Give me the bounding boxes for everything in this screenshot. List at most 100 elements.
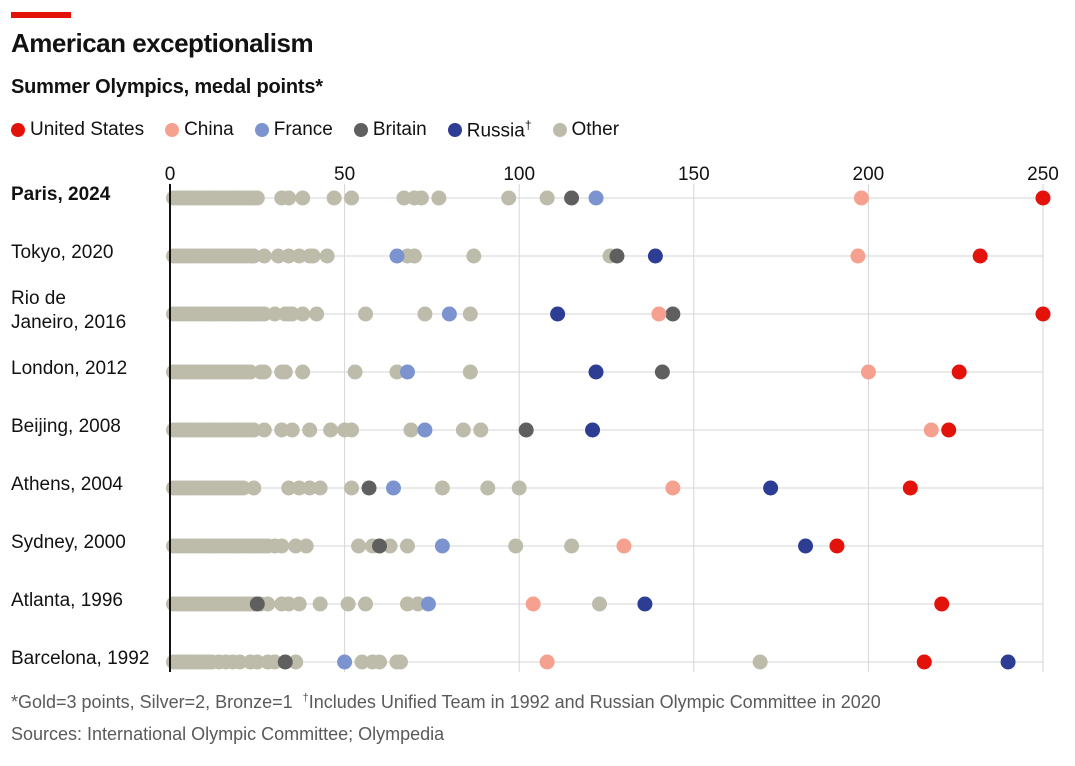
brand-accent-bar (11, 12, 71, 18)
dot-france (337, 654, 353, 670)
dot-other (480, 480, 496, 496)
chart-subtitle: Summer Olympics, medal points* (11, 76, 323, 98)
dot-other (455, 422, 471, 438)
dot-other (564, 538, 580, 554)
dot-other (284, 306, 300, 322)
dot-other (319, 248, 335, 264)
dot-other (358, 306, 374, 322)
dot-france (588, 190, 604, 206)
dot-france (434, 538, 450, 554)
dot-other (277, 364, 293, 380)
footnote: *Gold=3 points, Silver=2, Bronze=1 †Inclu… (11, 692, 881, 713)
legend-swatch (552, 123, 567, 138)
dot-united-states (916, 654, 932, 670)
dot-other (281, 480, 297, 496)
dot-china (539, 654, 555, 670)
legend-item-britain: Britain (353, 119, 427, 141)
dot-other (295, 190, 311, 206)
legend-item-france: France (254, 119, 333, 141)
dot-united-states (902, 480, 918, 496)
legend-label: France (273, 119, 333, 141)
dot-other (302, 422, 318, 438)
dot-other (462, 306, 478, 322)
dot-other (267, 654, 283, 670)
dot-britain (564, 190, 580, 206)
footnote-dagger-text: Includes Unified Team in 1992 and Russia… (308, 692, 881, 712)
dot-other (281, 190, 297, 206)
dot-other (256, 248, 272, 264)
legend: United States China France Britain Russi… (11, 118, 640, 142)
dot-other (249, 190, 265, 206)
legend-item-united-states: United States (11, 119, 144, 141)
row-label: Atlanta, 1996 (11, 590, 123, 611)
dot-other (389, 364, 405, 380)
x-tick-label: 50 (334, 164, 355, 185)
dot-other (372, 654, 388, 670)
dot-russia (637, 596, 653, 612)
dot-britain (609, 248, 625, 264)
dot-britain (361, 480, 377, 496)
legend-label: Britain (372, 119, 427, 141)
dot-other (284, 422, 300, 438)
legend-item-other: Other (552, 119, 619, 141)
dot-united-states (934, 596, 950, 612)
dot-other (326, 190, 342, 206)
legend-item-russia: Russia† (447, 118, 532, 142)
legend-swatch (353, 123, 368, 138)
dot-france (417, 422, 433, 438)
legend-label-text: Russia (466, 120, 525, 142)
legend-item-china: China (165, 119, 234, 141)
x-tick-label: 250 (1027, 164, 1059, 185)
legend-swatch (447, 123, 462, 138)
dot-other (392, 654, 408, 670)
dot-other (344, 422, 360, 438)
dot-other (267, 306, 283, 322)
dot-britain (518, 422, 534, 438)
dot-other (298, 538, 314, 554)
dot-other (288, 538, 304, 554)
x-tick-label: 200 (853, 164, 885, 185)
dot-other (399, 596, 415, 612)
dot-russia (798, 538, 814, 554)
dagger-mark: † (524, 118, 532, 132)
dot-other (406, 248, 422, 264)
dot-other (354, 654, 370, 670)
dot-other (351, 538, 367, 554)
row-label: Beijing, 2008 (11, 416, 121, 437)
dot-france (441, 306, 457, 322)
dot-other (511, 480, 527, 496)
legend-label: United States (30, 119, 145, 141)
dot-united-states (1035, 306, 1051, 322)
dot-other (462, 364, 478, 380)
dot-other (396, 190, 412, 206)
row-label: Paris, 2024 (11, 184, 111, 205)
legend-label: Russia† (467, 118, 532, 142)
dot-other (340, 596, 356, 612)
x-tick-label: 150 (678, 164, 710, 185)
row-label: Rio de Janeiro, 2016 (11, 288, 126, 333)
dot-other (473, 422, 489, 438)
dot-other (344, 480, 360, 496)
dot-france (385, 480, 401, 496)
dot-other (382, 538, 398, 554)
dot-russia (585, 422, 601, 438)
dot-other (323, 422, 339, 438)
dot-britain (277, 654, 293, 670)
dot-russia (550, 306, 566, 322)
dot-other (291, 596, 307, 612)
dot-other (256, 306, 272, 322)
dot-china (860, 364, 876, 380)
row-label: Tokyo, 2020 (11, 242, 113, 263)
dot-china (525, 596, 541, 612)
dot-other (256, 422, 272, 438)
source-note: Sources: International Olympic Committee… (11, 724, 445, 744)
dot-other (417, 306, 433, 322)
dot-other (752, 654, 768, 670)
dot-united-states (972, 248, 988, 264)
dot-other (358, 596, 374, 612)
dot-other (508, 538, 524, 554)
dot-other (274, 422, 290, 438)
dot-britain (249, 596, 265, 612)
dot-other (344, 190, 360, 206)
dot-other (592, 596, 608, 612)
